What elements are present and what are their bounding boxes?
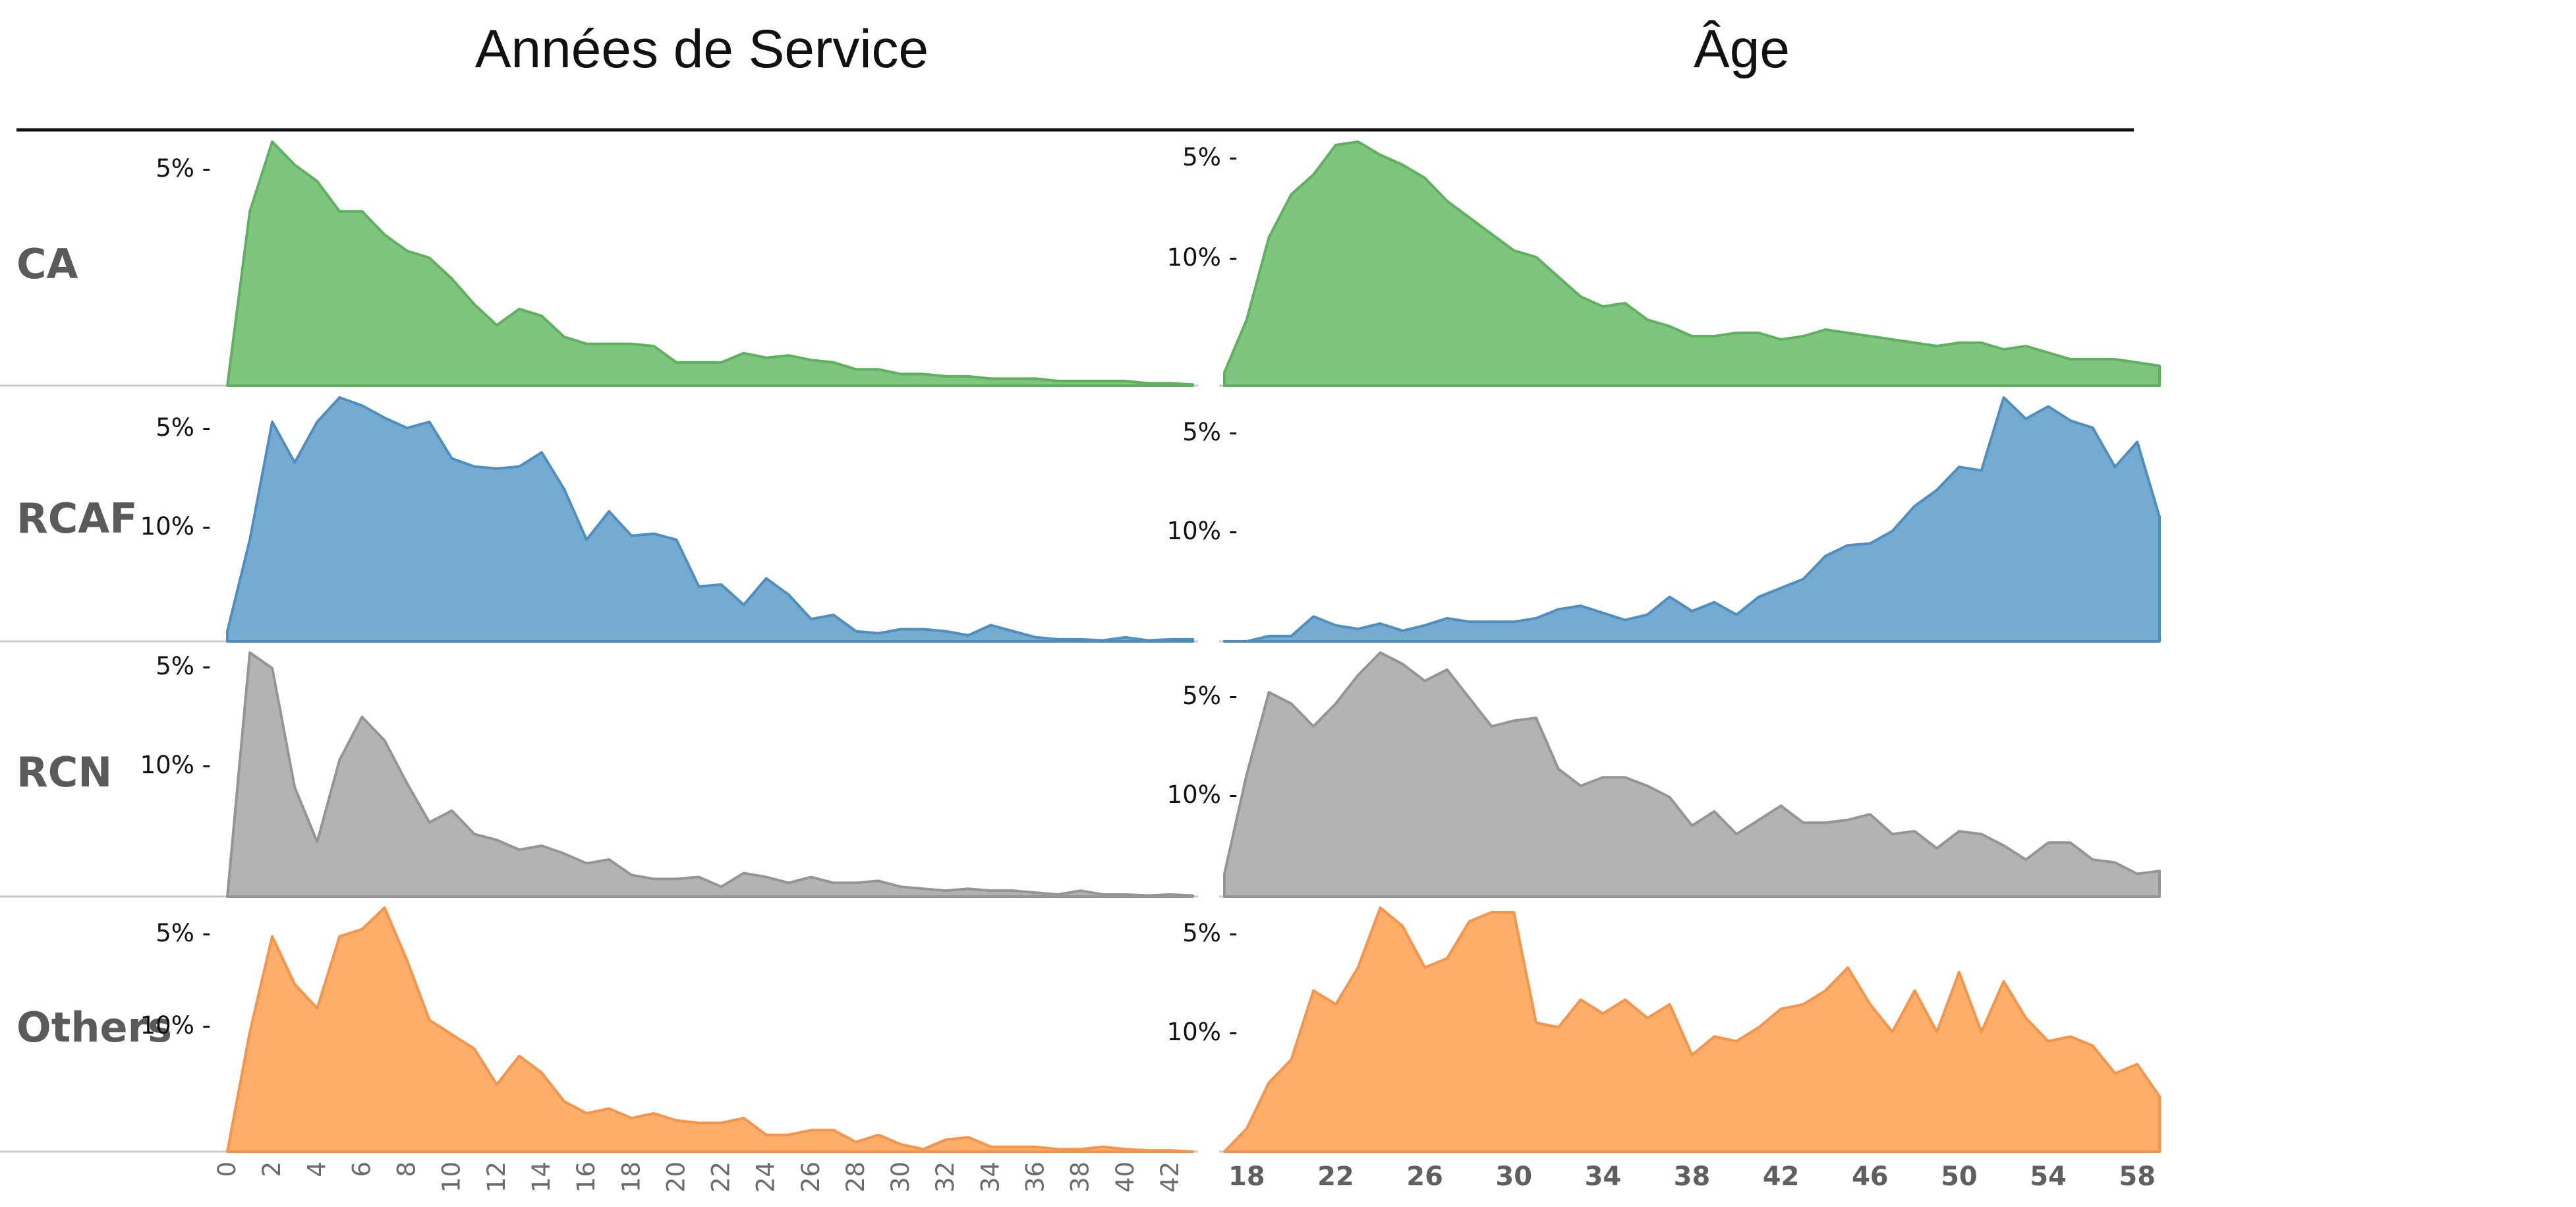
ytick-rcaf-service-0: 5% -	[156, 413, 211, 442]
ytick-ca-service-0: 5% -	[156, 154, 211, 183]
xtick-age-38: 38	[1674, 1162, 1711, 1192]
panels: 5% - 5% - 10% - 5% - 10% - 5% - 10% - 5% - 10% -…	[0, 140, 2161, 1153]
area-ca-age	[1223, 140, 2161, 387]
xtick-service-40: 40	[1111, 1162, 1139, 1192]
xtick-service-36: 36	[1021, 1162, 1050, 1192]
ytick-rcaf-age-0: 5% -	[1182, 418, 1238, 446]
row-label-rcn: RCN	[16, 748, 112, 796]
area-rcaf-age	[1223, 396, 2161, 643]
xtick-service-32: 32	[931, 1162, 959, 1192]
ytick-rcn-service-0: 5% -	[156, 652, 211, 680]
xtick-service-10: 10	[438, 1162, 466, 1192]
x-tick-labels: 0 2 4 6 8 10 12 14 16 18 20 22 24 26 28 30 32 34 36 38 40 42 1…	[213, 1162, 2156, 1192]
area-ca-service	[226, 140, 1194, 387]
xtick-service-2: 2	[258, 1162, 286, 1177]
xtick-age-34: 34	[1585, 1162, 1622, 1192]
xtick-service-26: 26	[797, 1162, 825, 1192]
area-rcn-age	[1223, 651, 2161, 898]
xtick-service-8: 8	[393, 1162, 421, 1177]
xtick-age-46: 46	[1852, 1162, 1889, 1192]
xtick-service-18: 18	[617, 1162, 645, 1192]
xtick-age-54: 54	[2030, 1162, 2067, 1192]
xtick-age-22: 22	[1317, 1162, 1354, 1192]
xtick-service-24: 24	[752, 1162, 780, 1192]
area-others-service	[226, 906, 1194, 1153]
row-label-others: Others	[16, 1003, 172, 1051]
xtick-service-30: 30	[886, 1162, 915, 1192]
xtick-service-4: 4	[302, 1162, 331, 1177]
ytick-others-service-1: 10% -	[140, 1011, 211, 1040]
ytick-ca-age-0: 5% -	[1182, 143, 1238, 171]
column-title-age: Âge	[1694, 19, 1790, 79]
ytick-others-age-0: 5% -	[1182, 919, 1238, 947]
ytick-others-service-0: 5% -	[156, 919, 211, 947]
ytick-rcn-age-1: 10% -	[1167, 780, 1238, 809]
xtick-service-16: 16	[572, 1162, 600, 1192]
xtick-service-38: 38	[1066, 1162, 1095, 1192]
xtick-age-50: 50	[1941, 1162, 1978, 1192]
xtick-service-34: 34	[976, 1162, 1004, 1192]
xtick-age-18: 18	[1228, 1162, 1265, 1192]
xtick-service-22: 22	[707, 1162, 735, 1192]
ytick-rcaf-service-1: 10% -	[140, 512, 211, 541]
xtick-age-26: 26	[1406, 1162, 1443, 1192]
row-label-ca: CA	[16, 240, 78, 288]
xtick-age-30: 30	[1495, 1162, 1532, 1192]
xtick-service-28: 28	[842, 1162, 870, 1192]
xtick-age-58: 58	[2119, 1162, 2156, 1192]
area-rcn-service	[226, 651, 1194, 898]
xtick-service-0: 0	[213, 1162, 241, 1177]
ytick-ca-age-1: 10% -	[1167, 243, 1238, 272]
column-title-service: Années de Service	[475, 19, 929, 79]
xtick-service-12: 12	[482, 1162, 511, 1192]
xtick-service-14: 14	[527, 1162, 556, 1192]
xtick-age-42: 42	[1763, 1162, 1800, 1192]
area-rcaf-service	[226, 396, 1194, 643]
area-others-age	[1223, 906, 2161, 1153]
xtick-service-6: 6	[347, 1162, 376, 1177]
ytick-rcn-service-1: 10% -	[140, 751, 211, 779]
ytick-rcaf-age-1: 10% -	[1167, 517, 1238, 545]
row-label-rcaf: RCAF	[16, 494, 138, 543]
ytick-others-age-1: 10% -	[1167, 1018, 1238, 1046]
xtick-service-20: 20	[662, 1162, 690, 1192]
ytick-rcn-age-0: 5% -	[1182, 682, 1238, 710]
xtick-service-42: 42	[1156, 1162, 1184, 1192]
